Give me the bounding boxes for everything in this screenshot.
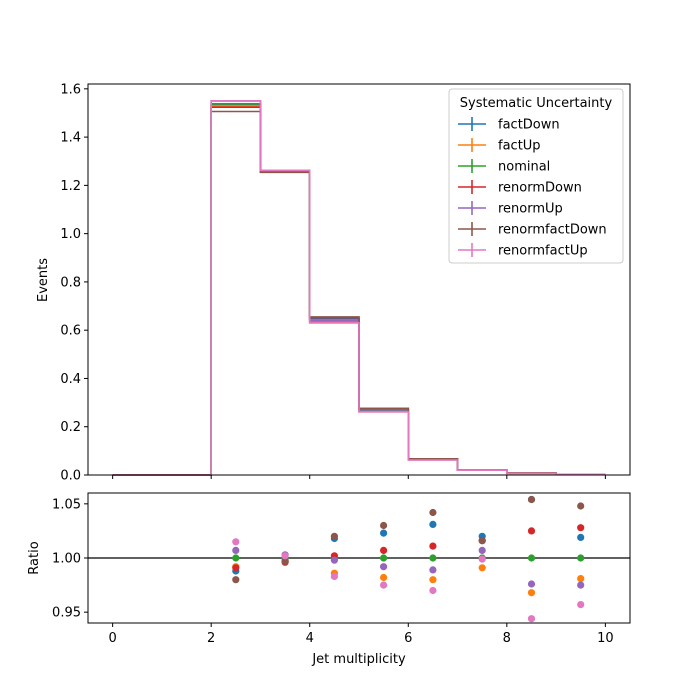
ratio-y-tick-label: 0.95 [52,606,81,621]
legend-label-renormfactUp: renormfactUp [498,244,588,259]
legend-box [448,88,624,264]
ratio-point-renormDown [527,527,536,535]
ratio-point-renormUp [478,546,486,555]
ratio-point-renormUp [577,581,585,589]
main-y-axis-label: Events [36,258,51,302]
ratio-point-renormfactUp [281,552,289,560]
ratio-point-renormfactDown [429,508,437,517]
ratio-point-factDown [429,520,437,529]
ratio-point-renormDown [232,564,240,572]
ratio-point-factUp [577,575,585,583]
ratio-point-renormfactUp [577,601,585,609]
ratio-point-factDown [380,529,388,537]
ratio-point-renormfactUp [330,572,338,581]
ratio-point-renormDown [380,546,388,555]
legend-label-factDown: factDown [498,118,560,133]
main-x-ticks [112,475,606,479]
ratio-y-tick-label: 1.00 [52,552,81,567]
ratio-point-renormfactUp [380,581,388,589]
ratio-point-renormfactDown [232,576,240,584]
ratio-point-renormUp [380,563,388,571]
ratio-point-nominal [577,554,585,562]
ratio-point-nominal [527,554,536,562]
main-axes-frame [87,83,631,476]
ratio-point-renormfactDown [577,502,585,510]
legend-label-renormDown: renormDown [498,181,582,196]
x-tick-label: 8 [503,631,511,646]
legend-title: Systematic Uncertainty [460,96,613,111]
ratio-point-renormfactUp [232,538,240,546]
ratio-point-renormfactDown [527,495,536,504]
main-y-tick-label: 0.2 [60,420,81,435]
ratio-point-nominal [380,554,388,562]
x-tick-label: 2 [207,631,215,646]
main-y-tick-label: 1.0 [60,227,81,242]
main-y-tick-label: 0.8 [60,275,81,290]
ratio-point-renormfactUp [478,555,486,563]
main-y-ticks: 0.0 0.2 0.4 0.6 0.8 1.0 1.2 1.4 1.6 [60,82,88,484]
ratio-point-renormUp [330,556,338,564]
ratio-point-factUp [478,564,486,572]
ratio-y-tick-label: 1.05 [52,497,81,512]
ratio-point-factDown [577,533,585,542]
ratio-y-axis-label: Ratio [27,541,42,574]
main-y-tick-label: 0.0 [60,469,81,484]
legend-label-renormUp: renormUp [498,202,563,217]
ratio-point-renormUp [429,566,437,574]
main-y-tick-label: 1.2 [60,179,81,194]
ratio-point-factUp [380,573,388,582]
main-y-tick-label: 0.4 [60,372,81,387]
ratio-point-renormfactUp [527,615,536,623]
ratio-point-nominal [429,554,437,562]
histogram-series-renormfactUp [112,100,606,476]
x-tick-label: 4 [306,631,314,646]
ratio-point-renormfactDown [330,532,338,540]
ratio-point-factUp [527,589,536,597]
ratio-point-renormDown [577,524,585,532]
main-y-tick-label: 1.4 [60,131,81,146]
legend-label-nominal: nominal [498,160,550,175]
legend: Systematic Uncertainty factDown factUp nom… [448,88,624,264]
ratio-point-renormUp [527,580,536,588]
ratio-y-ticks: 0.95 1.00 1.05 [52,497,88,621]
legend-entries: factDown factUp nominal renormDown renormUp r… [458,117,607,259]
ratio-point-nominal [232,554,240,562]
main-histogram-panel: 0.0 0.2 0.4 0.6 0.8 1.0 1.2 1.4 1.6 Events Syste… [36,82,631,484]
ratio-point-renormfactDown [478,537,486,545]
x-tick-label: 6 [404,631,412,646]
ratio-point-factUp [429,576,437,584]
ratio-point-renormUp [232,546,240,555]
ratio-x-ticks: 0 2 4 6 8 10 [108,623,614,646]
main-plot-area [112,100,606,476]
ratio-point-renormfactDown [380,521,388,530]
x-tick-label: 10 [597,631,614,646]
main-y-tick-label: 0.6 [60,324,81,339]
main-y-tick-label: 1.6 [60,82,81,97]
x-tick-label: 0 [108,631,116,646]
ratio-point-renormfactUp [429,586,437,595]
legend-label-factUp: factUp [498,139,541,154]
ratio-panel: 0.95 1.00 1.05 0 2 4 6 8 10 Ratio Jet multiplic… [27,492,631,667]
x-axis-label: Jet multiplicity [311,652,406,667]
legend-label-renormfactDown: renormfactDown [498,223,607,238]
ratio-point-renormDown [429,542,437,550]
ratio-plot-area [88,495,630,623]
ratio-point-renormfactDown [281,557,289,565]
